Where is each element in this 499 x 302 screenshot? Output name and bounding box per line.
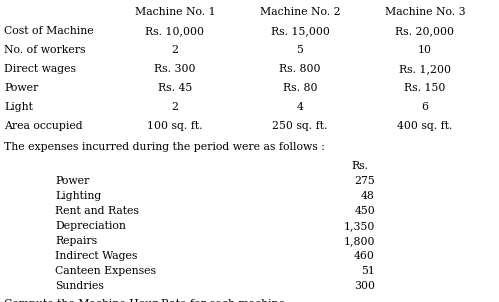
Text: Rs. 10,000: Rs. 10,000 — [146, 26, 205, 36]
Text: Machine No. 3: Machine No. 3 — [385, 7, 465, 17]
Text: Machine No. 2: Machine No. 2 — [259, 7, 340, 17]
Text: Indirect Wages: Indirect Wages — [55, 251, 137, 261]
Text: 51: 51 — [361, 266, 375, 276]
Text: No. of workers: No. of workers — [4, 45, 85, 55]
Text: 10: 10 — [418, 45, 432, 55]
Text: Rs. 1,200: Rs. 1,200 — [399, 64, 451, 74]
Text: 1,350: 1,350 — [344, 221, 375, 231]
Text: Cost of Machine: Cost of Machine — [4, 26, 94, 36]
Text: 100 sq. ft.: 100 sq. ft. — [147, 121, 203, 131]
Text: Machine No. 1: Machine No. 1 — [135, 7, 215, 17]
Text: 275: 275 — [354, 176, 375, 186]
Text: 450: 450 — [354, 206, 375, 216]
Text: Light: Light — [4, 102, 33, 112]
Text: 300: 300 — [354, 281, 375, 291]
Text: 4: 4 — [296, 102, 303, 112]
Text: Area occupied: Area occupied — [4, 121, 83, 131]
Text: 1,800: 1,800 — [343, 236, 375, 246]
Text: Repairs: Repairs — [55, 236, 97, 246]
Text: Rs. 20,000: Rs. 20,000 — [396, 26, 455, 36]
Text: Rs.: Rs. — [351, 161, 368, 171]
Text: 460: 460 — [354, 251, 375, 261]
Text: 250 sq. ft.: 250 sq. ft. — [272, 121, 328, 131]
Text: 2: 2 — [172, 45, 179, 55]
Text: Power: Power — [55, 176, 89, 186]
Text: Lighting: Lighting — [55, 191, 101, 201]
Text: Depreciation: Depreciation — [55, 221, 126, 231]
Text: 400 sq. ft.: 400 sq. ft. — [397, 121, 453, 131]
Text: Rs. 45: Rs. 45 — [158, 83, 192, 93]
Text: 6: 6 — [422, 102, 429, 112]
Text: Rs. 80: Rs. 80 — [283, 83, 317, 93]
Text: Rs. 800: Rs. 800 — [279, 64, 321, 74]
Text: 2: 2 — [172, 102, 179, 112]
Text: Power: Power — [4, 83, 38, 93]
Text: 5: 5 — [296, 45, 303, 55]
Text: Sundries: Sundries — [55, 281, 104, 291]
Text: Direct wages: Direct wages — [4, 64, 76, 74]
Text: Rent and Rates: Rent and Rates — [55, 206, 139, 216]
Text: The expenses incurred during the period were as follows :: The expenses incurred during the period … — [4, 142, 325, 152]
Text: Canteen Expenses: Canteen Expenses — [55, 266, 156, 276]
Text: 48: 48 — [361, 191, 375, 201]
Text: Rs. 300: Rs. 300 — [154, 64, 196, 74]
Text: Rs. 15,000: Rs. 15,000 — [270, 26, 329, 36]
Text: Rs. 150: Rs. 150 — [404, 83, 446, 93]
Text: Compute the Machine Hour Rate for each machine.: Compute the Machine Hour Rate for each m… — [4, 299, 288, 302]
